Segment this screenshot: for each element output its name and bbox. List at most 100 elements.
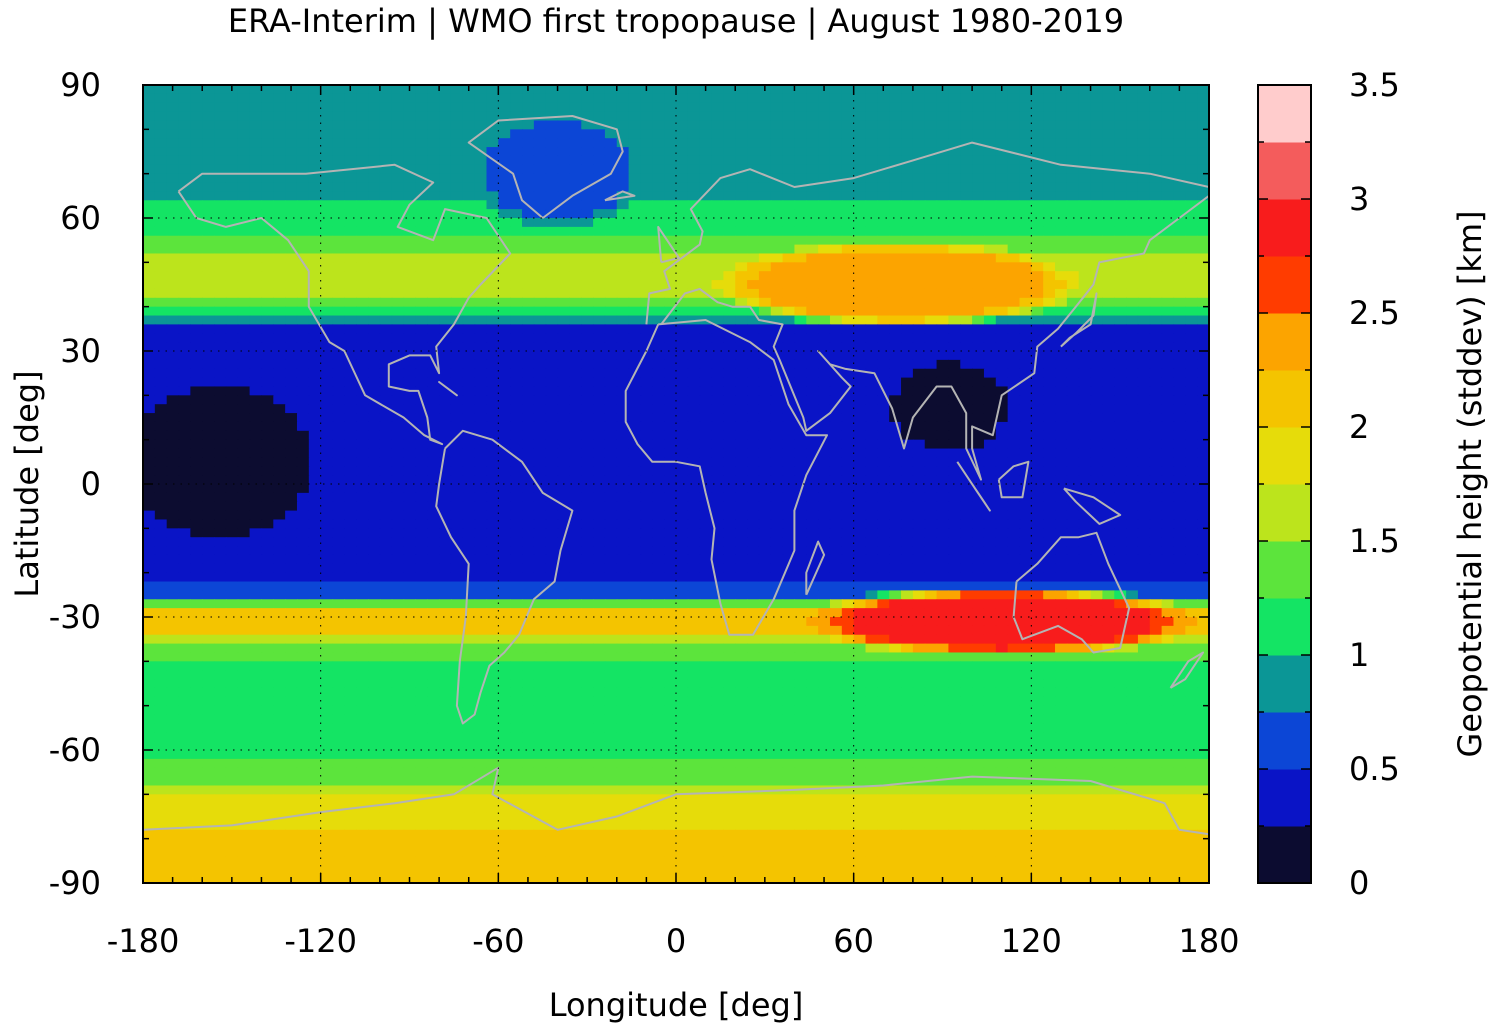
field-cell [190,413,203,423]
field-cell [190,271,203,281]
field-cell [794,475,807,485]
field-cell [1031,235,1044,246]
field-cell [237,306,251,317]
field-cell [853,519,867,529]
field-cell [474,554,488,565]
field-cell [285,93,298,104]
field-cell [1185,93,1198,104]
field-cell [865,413,878,423]
field-cell [664,519,677,529]
field-cell [1185,484,1198,494]
map-plot-area [143,85,1209,883]
field-cell [664,413,677,423]
field-cell [427,510,440,521]
field-cell [581,209,594,219]
field-cell [368,342,381,352]
field-cell [794,288,807,299]
field-cell [273,288,286,299]
field-cell [379,351,393,361]
field-cell [1066,226,1080,237]
field-cell [1019,554,1032,565]
field-cell [273,191,286,201]
field-cell [1173,138,1186,148]
field-cell [747,484,760,494]
field-cell [462,466,476,476]
field-cell [261,209,274,219]
field-cell [972,413,985,423]
field-cell [901,226,914,237]
field-cell [818,351,831,361]
field-cell [604,306,618,317]
field-cell [450,386,464,396]
field-cell [628,182,642,192]
field-cell [889,563,902,574]
field-cell [143,528,156,538]
field-cell [510,510,523,521]
field-cell [995,368,1009,379]
field-cell [593,492,606,503]
field-cell [545,102,559,113]
field-cell [190,218,203,228]
field-cell [557,563,570,574]
field-cell [332,351,345,361]
field-cell [1031,501,1044,512]
field-cell [190,164,203,175]
field-cell [699,537,713,547]
field-cell [1007,359,1021,370]
field-cell [877,475,890,485]
field-cell [462,484,476,494]
field-cell [474,138,488,148]
field-cell [557,528,570,538]
field-cell [273,333,286,343]
field-cell [557,395,570,405]
field-cell [699,102,713,113]
field-cell [391,386,405,396]
field-cell [143,102,156,113]
field-cell [320,492,334,503]
field-cell [747,546,760,556]
field-cell [889,111,902,122]
field-cell [368,492,381,503]
field-cell [640,457,653,467]
field-cell [912,218,926,228]
field-cell [296,492,310,503]
field-cell [296,528,310,538]
field-cell [190,306,203,317]
field-cell [320,280,334,290]
field-cell [332,102,345,113]
field-cell [522,191,535,201]
field-cell [439,102,452,113]
field-cell [557,93,570,104]
field-cell [462,395,476,405]
field-cell [664,235,677,246]
field-cell [166,563,180,574]
field-cell [569,218,582,228]
field-cell [604,155,618,166]
field-cell [841,120,855,130]
field-cell [450,129,464,139]
field-cell [166,351,180,361]
field-cell [308,120,322,130]
field-cell [368,404,381,414]
field-cell [522,120,535,130]
field-cell [545,430,559,441]
field-cell [237,377,251,388]
field-cell [368,209,381,219]
field-cell [533,466,547,476]
stddev-field [143,85,1209,883]
field-cell [202,85,215,95]
field-cell [498,85,511,95]
field-cell [522,306,535,317]
field-cell [1031,288,1044,299]
field-cell [450,554,464,565]
field-cell [237,129,251,139]
field-cell [604,554,618,565]
field-cell [1102,271,1115,281]
field-cell [296,501,310,512]
field-cell [818,492,831,503]
field-cell [237,368,251,379]
field-cell [545,262,559,272]
field-cell [1043,377,1056,388]
field-cell [676,147,689,157]
field-cell [711,164,724,175]
